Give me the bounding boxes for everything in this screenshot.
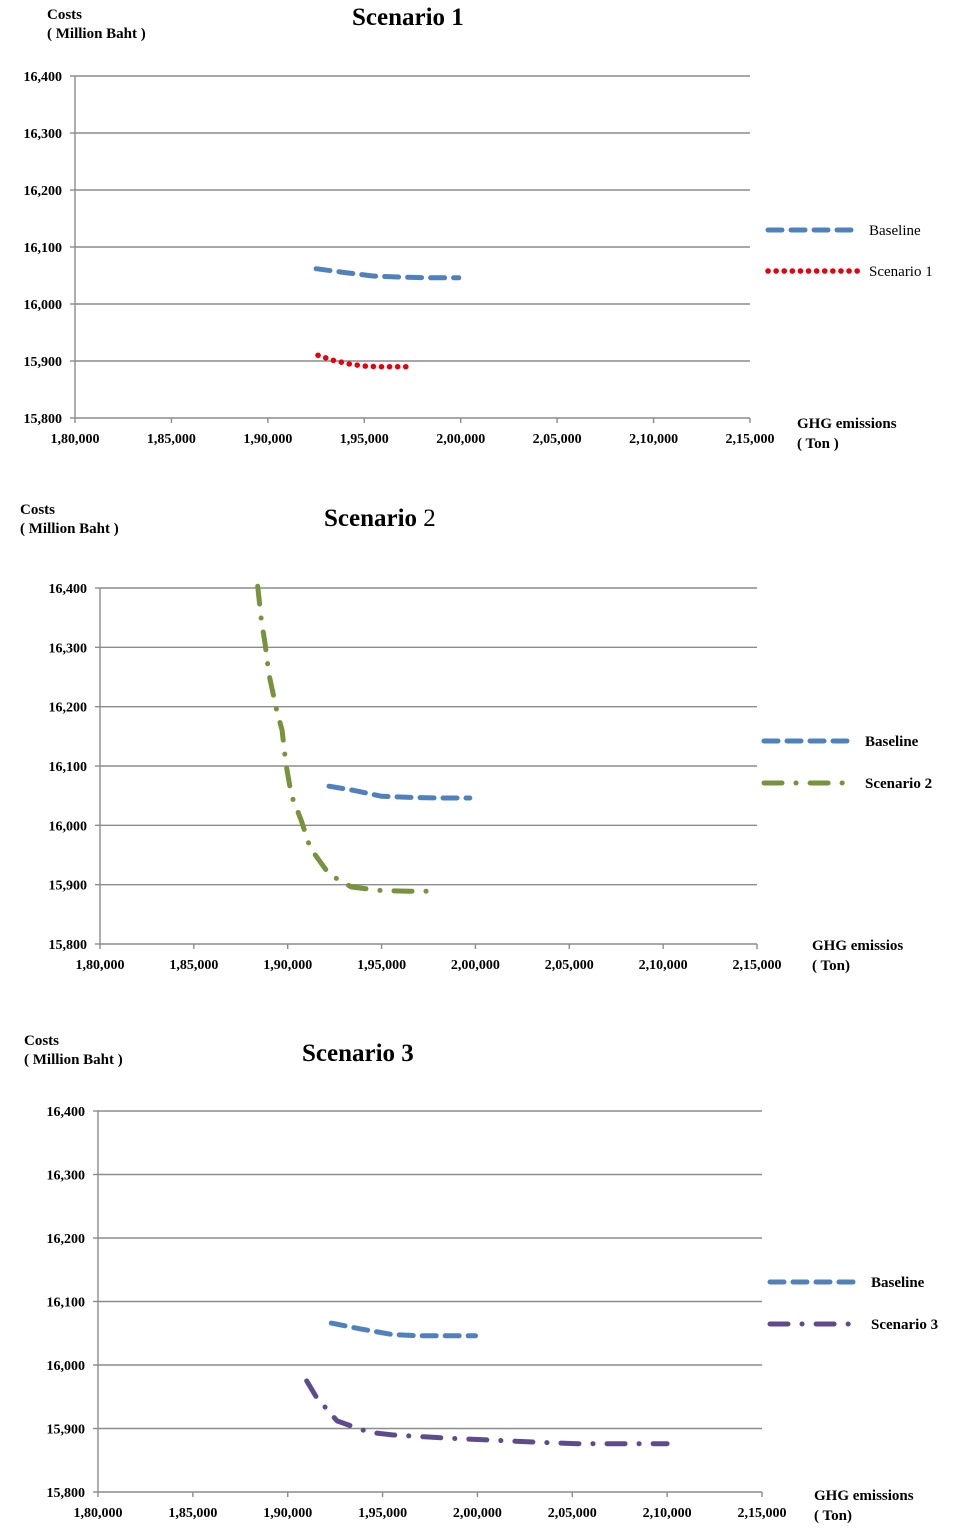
legend-label: Scenario 3 xyxy=(871,1317,938,1333)
x-axis-label: GHG emissios ( Ton) xyxy=(812,936,903,976)
x-tick-label: 2,10,000 xyxy=(643,1506,692,1521)
chart-title: Scenario 1 xyxy=(352,4,464,31)
x-tick-label: 1,95,000 xyxy=(358,1506,407,1521)
y-tick-label: 16,200 xyxy=(47,1232,86,1247)
y-axis-title: Costs xyxy=(20,502,56,518)
x-axis-unit: ( Ton) xyxy=(812,958,850,974)
y-tick-label: 15,900 xyxy=(47,1423,86,1438)
y-tick-label: 16,100 xyxy=(49,760,88,775)
y-axis-label: Costs ( Million Baht ) xyxy=(47,6,146,44)
x-tick-label: 1,80,000 xyxy=(74,1506,123,1521)
series-line-scenario-2 xyxy=(255,583,441,894)
y-axis-title: Costs xyxy=(47,7,83,23)
chart-title: Scenario 2 xyxy=(324,505,436,533)
y-tick-label: 15,800 xyxy=(47,1486,86,1501)
legend-label: Scenario 1 xyxy=(869,264,933,280)
x-tick-label: 1,85,000 xyxy=(169,958,218,973)
y-tick-label: 16,000 xyxy=(49,819,88,834)
x-tick-label: 2,00,000 xyxy=(451,958,500,973)
legend-label: Baseline xyxy=(869,223,921,239)
x-tick-label: 1,80,000 xyxy=(51,432,100,447)
y-tick-label: 15,900 xyxy=(49,879,88,894)
y-tick-label: 16,100 xyxy=(24,241,63,256)
y-axis-label: Costs ( Million Baht ) xyxy=(20,501,119,539)
x-tick-label: 2,10,000 xyxy=(629,432,678,447)
y-tick-label: 16,400 xyxy=(24,70,63,85)
x-tick-label: 2,00,000 xyxy=(453,1506,502,1521)
y-tick-label: 16,300 xyxy=(49,641,88,656)
x-axis-unit: ( Ton) xyxy=(814,1508,852,1524)
y-axis-label: Costs ( Million Baht ) xyxy=(24,1032,123,1070)
legend-label: Baseline xyxy=(865,734,919,750)
x-axis-title: GHG emissions xyxy=(797,416,897,432)
y-tick-label: 16,400 xyxy=(47,1105,86,1120)
x-axis-title: GHG emissios xyxy=(812,938,904,954)
x-tick-label: 2,15,000 xyxy=(738,1506,787,1521)
chart-title-number: 2 xyxy=(423,505,436,532)
y-axis-unit: ( Million Baht ) xyxy=(47,26,146,42)
plot-area: 15,800 15,900 16,000 16,100 16,200 16,300 16,4… xyxy=(49,582,933,973)
x-tick-label: 2,10,000 xyxy=(639,958,688,973)
x-tick-label: 1,80,000 xyxy=(76,958,125,973)
x-tick-label: 2,15,000 xyxy=(726,432,775,447)
y-axis-unit: ( Million Baht ) xyxy=(24,1052,123,1068)
x-tick-label: 1,95,000 xyxy=(340,432,389,447)
y-tick-label: 16,100 xyxy=(47,1296,86,1311)
x-tick-label: 2,05,000 xyxy=(548,1506,597,1521)
y-tick-label: 16,200 xyxy=(24,184,63,199)
y-tick-label: 16,000 xyxy=(24,298,63,313)
series-line-baseline xyxy=(328,1320,478,1339)
series-line-scenario-1 xyxy=(315,352,414,370)
x-tick-label: 1,90,000 xyxy=(243,432,292,447)
legend-label: Scenario 2 xyxy=(865,776,932,792)
y-axis-title: Costs xyxy=(24,1033,60,1049)
y-tick-label: 16,300 xyxy=(47,1169,86,1184)
x-tick-label: 2,05,000 xyxy=(545,958,594,973)
chart-scenario-2: Costs ( Million Baht ) Scenario 2 15,800… xyxy=(0,495,954,995)
chart-title: Scenario 3 xyxy=(302,1040,414,1067)
x-axis-label: GHG emissions ( Ton) xyxy=(814,1486,914,1526)
y-tick-label: 15,900 xyxy=(24,355,63,370)
plot-area: 15,800 15,900 16,000 16,100 16,200 16,300 16,4… xyxy=(47,1105,939,1521)
x-tick-label: 1,90,000 xyxy=(263,1506,312,1521)
x-tick-label: 2,15,000 xyxy=(733,958,782,973)
x-axis-title: GHG emissions xyxy=(814,1488,914,1504)
x-axis-label: GHG emissions ( Ton ) xyxy=(797,414,897,454)
chart-title-main: Scenario xyxy=(324,505,418,532)
x-tick-label: 2,05,000 xyxy=(533,432,582,447)
plot-area: 15,800 15,900 16,000 16,100 16,200 16,300 16,4… xyxy=(24,70,933,447)
x-tick-label: 1,95,000 xyxy=(357,958,406,973)
chart-scenario-1: Costs ( Million Baht ) Scenario 1 15,800… xyxy=(0,0,954,470)
x-tick-label: 1,85,000 xyxy=(147,432,196,447)
y-axis-unit: ( Million Baht ) xyxy=(20,521,119,537)
series-line-baseline xyxy=(326,783,473,801)
x-tick-label: 1,90,000 xyxy=(263,958,312,973)
x-axis-unit: ( Ton ) xyxy=(797,436,839,452)
y-tick-label: 16,300 xyxy=(24,127,63,142)
series-line-baseline xyxy=(313,266,462,281)
chart-scenario-3: Costs ( Million Baht ) Scenario 3 15,800… xyxy=(0,1030,954,1529)
y-tick-label: 16,000 xyxy=(47,1359,86,1374)
y-tick-label: 16,400 xyxy=(49,582,88,597)
legend-label: Baseline xyxy=(871,1275,925,1291)
y-tick-label: 15,800 xyxy=(24,412,63,427)
y-tick-label: 16,200 xyxy=(49,701,88,716)
series-line-scenario-3 xyxy=(304,1378,670,1447)
x-tick-label: 1,85,000 xyxy=(168,1506,217,1521)
y-tick-label: 15,800 xyxy=(49,938,88,953)
x-tick-label: 2,00,000 xyxy=(436,432,485,447)
